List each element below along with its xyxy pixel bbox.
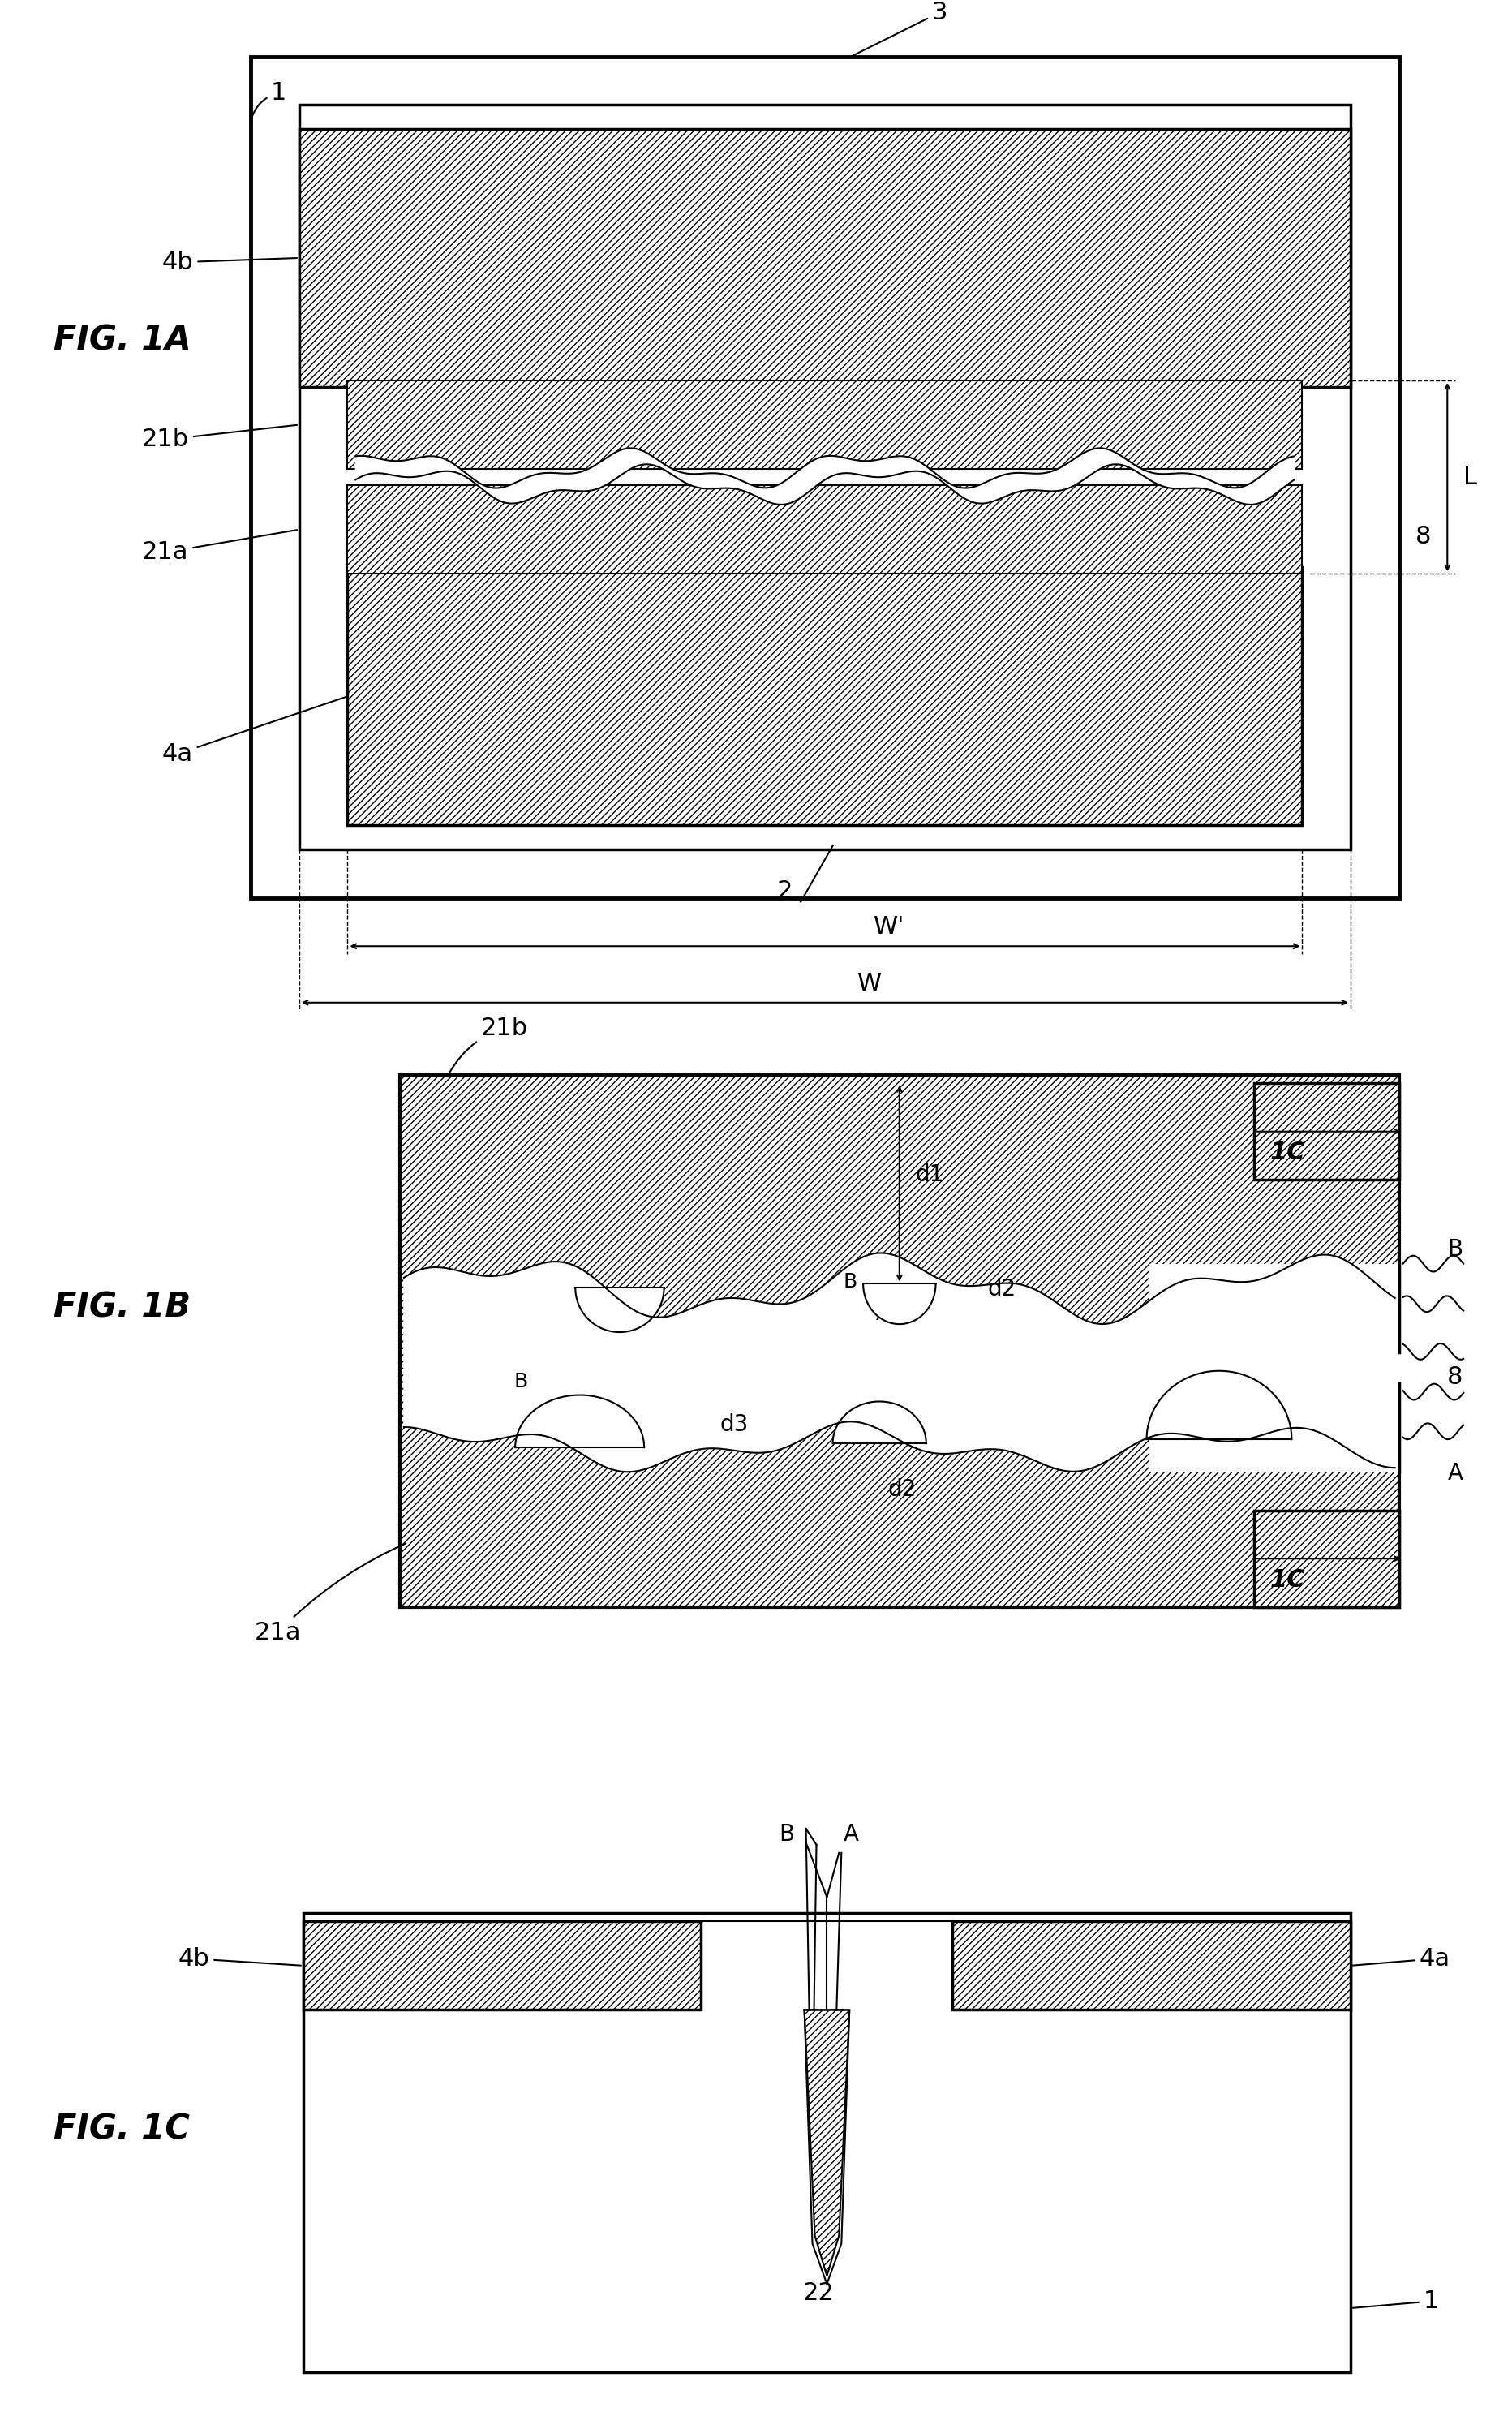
Text: 4b: 4b [178, 1948, 301, 1970]
Text: d2: d2 [888, 1477, 916, 1501]
Text: A: A [553, 1399, 569, 1419]
Text: A: A [1447, 1462, 1462, 1484]
Text: FIG. 1B: FIG. 1B [53, 1290, 191, 1324]
Text: 21a: 21a [142, 530, 296, 564]
Bar [299, 104, 1350, 850]
Text: W': W' [874, 916, 904, 940]
Bar [1253, 1511, 1399, 1608]
Bar [304, 1914, 1350, 2373]
Polygon shape [1146, 1370, 1291, 1440]
Text: 8: 8 [1415, 525, 1430, 549]
Text: 4b: 4b [162, 250, 296, 274]
Polygon shape [833, 1402, 927, 1443]
Text: W: W [857, 972, 881, 996]
Text: A: A [844, 1822, 859, 1846]
Polygon shape [404, 1253, 1396, 1472]
Bar [251, 56, 1399, 899]
Bar [348, 568, 1302, 826]
Polygon shape [516, 1394, 644, 1448]
Bar [953, 1921, 1350, 2009]
Text: 4a: 4a [162, 697, 345, 765]
Bar [304, 1921, 702, 2009]
Text: FIG. 1A: FIG. 1A [53, 323, 191, 357]
Text: 21b: 21b [142, 425, 296, 452]
Text: 21a: 21a [256, 1542, 405, 1644]
Text: B: B [514, 1372, 528, 1392]
Polygon shape [804, 2009, 850, 2283]
Bar [299, 129, 1350, 386]
Text: 3: 3 [853, 0, 948, 56]
Text: 1C: 1C [1270, 1142, 1305, 1163]
Bar [1149, 1263, 1403, 1472]
Text: d3: d3 [720, 1414, 748, 1436]
Text: B: B [1447, 1239, 1462, 1261]
Text: L: L [1464, 466, 1477, 488]
Text: 2: 2 [777, 879, 792, 904]
Text: 1: 1 [1353, 2291, 1439, 2312]
Polygon shape [804, 2009, 850, 2276]
Bar [1253, 1083, 1399, 1180]
Text: B: B [844, 1273, 857, 1292]
Polygon shape [863, 1285, 936, 1324]
Bar [348, 568, 1302, 573]
Text: 4a: 4a [1353, 1948, 1450, 1970]
Text: FIG. 1C: FIG. 1C [53, 2113, 189, 2147]
Bar [702, 1921, 953, 2009]
Text: d1: d1 [916, 1163, 943, 1185]
Bar [348, 486, 1302, 573]
Polygon shape [576, 1287, 664, 1331]
Text: 21b: 21b [449, 1015, 528, 1074]
Text: 22: 22 [803, 2281, 835, 2305]
Text: 1C: 1C [1270, 1569, 1305, 1591]
Text: 1: 1 [251, 80, 287, 119]
Bar [348, 381, 1302, 386]
Bar [348, 381, 1302, 469]
Text: B: B [779, 1822, 794, 1846]
Text: A: A [875, 1304, 889, 1324]
Polygon shape [355, 447, 1294, 505]
Text: d2: d2 [987, 1278, 1016, 1302]
Text: 8: 8 [1447, 1365, 1464, 1389]
Bar [399, 1076, 1399, 1608]
